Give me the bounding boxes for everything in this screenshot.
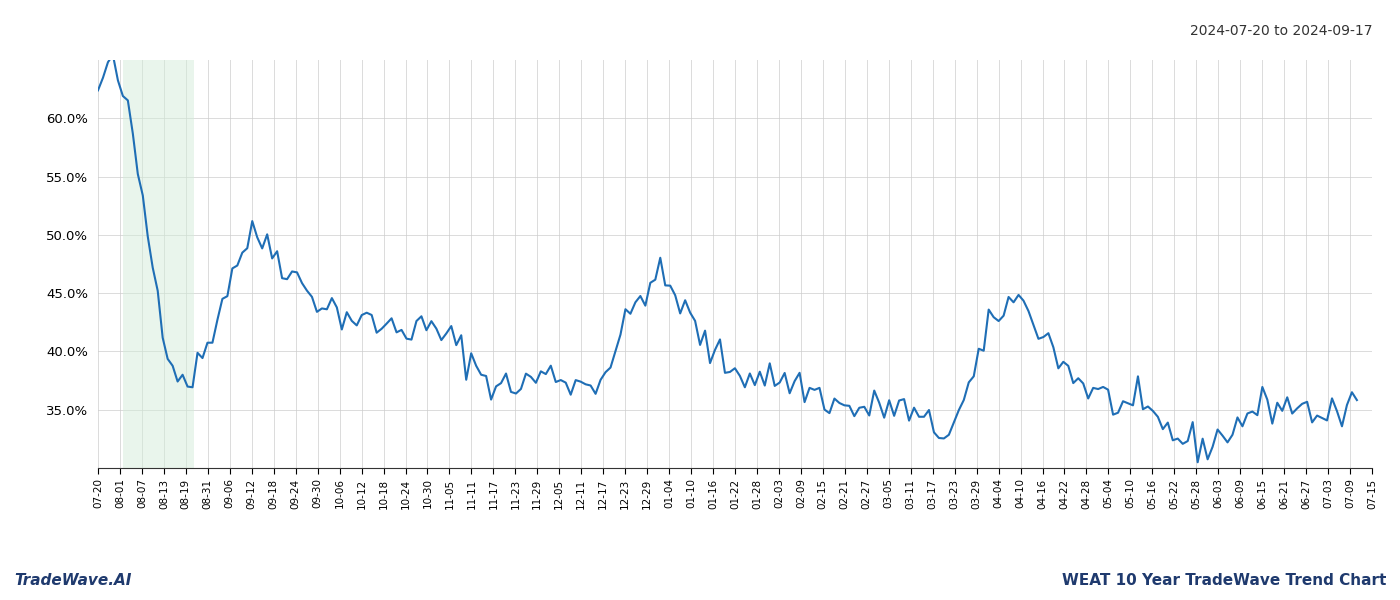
Bar [123,60,193,468]
Text: TradeWave.AI: TradeWave.AI [14,573,132,588]
Text: WEAT 10 Year TradeWave Trend Chart: WEAT 10 Year TradeWave Trend Chart [1061,573,1386,588]
Text: 2024-07-20 to 2024-09-17: 2024-07-20 to 2024-09-17 [1190,24,1372,38]
